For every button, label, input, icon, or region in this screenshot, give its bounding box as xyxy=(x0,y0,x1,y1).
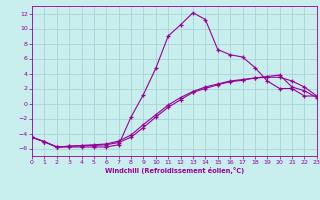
X-axis label: Windchill (Refroidissement éolien,°C): Windchill (Refroidissement éolien,°C) xyxy=(105,167,244,174)
